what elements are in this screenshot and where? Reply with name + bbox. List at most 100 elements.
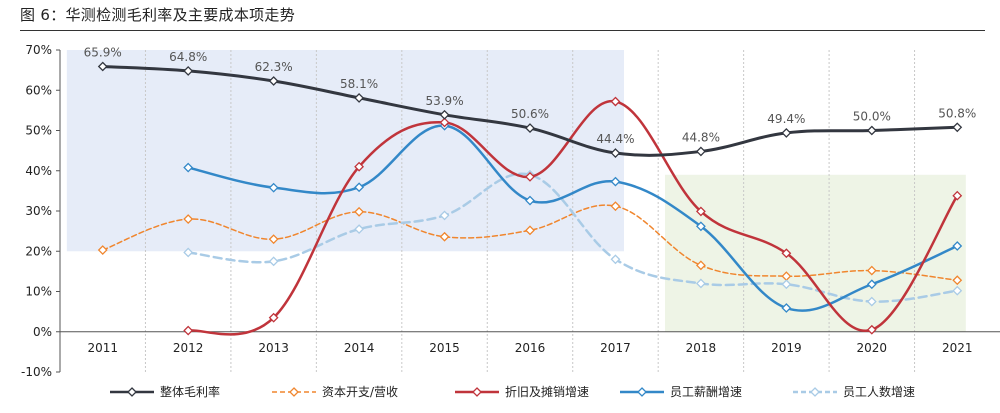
series-1-point (354, 92, 365, 103)
series-1-data-label: 64.8% (169, 50, 207, 64)
y-tick-label: 0% (33, 325, 52, 339)
series-5-point (781, 279, 792, 290)
series-2-point (610, 201, 621, 212)
series-3-point (439, 117, 450, 128)
series-3-point (610, 96, 621, 107)
shaded-region-1 (66, 50, 624, 252)
series-5-point (866, 296, 877, 307)
legend-marker (810, 387, 820, 397)
series-2-point (439, 231, 450, 242)
x-tick-label: 2021 (942, 341, 973, 355)
x-tick-label: 2013 (258, 341, 289, 355)
x-tick-label: 2020 (857, 341, 888, 355)
series-1-point (268, 76, 279, 86)
series-2-line (101, 204, 959, 281)
series-1-point (610, 148, 621, 158)
series-4-point (268, 182, 279, 193)
x-tick-label: 2014 (344, 341, 375, 355)
y-tick-label: 40% (25, 164, 52, 178)
legend-marker (289, 387, 299, 397)
series-5-point (354, 224, 365, 235)
legend-marker (637, 387, 647, 397)
legend-label: 员工薪酬增速 (670, 385, 742, 399)
x-tick-label: 2018 (686, 341, 717, 355)
series-4-point (525, 195, 535, 206)
legend-label: 资本开支/营收 (322, 385, 398, 399)
series-5-point (952, 285, 963, 296)
y-tick-label: 20% (25, 244, 52, 258)
series-2-point (97, 245, 108, 255)
series-1-point (439, 109, 450, 120)
series-1-point (525, 123, 535, 134)
series-3-line (186, 100, 959, 336)
figure-title: 图 6：华测检测毛利率及主要成本项走势 (20, 6, 296, 24)
series-3-point (866, 324, 877, 335)
series-3-point (183, 325, 194, 336)
x-tick-label: 2016 (515, 341, 546, 355)
legend-label: 折旧及摊销增速 (505, 384, 589, 399)
series-4-line (186, 124, 959, 312)
x-tick-label: 2011 (87, 341, 118, 355)
series-3-point (525, 171, 535, 182)
series-1-data-label: 50.8% (938, 106, 976, 120)
series-1-data-label: 49.4% (767, 112, 805, 126)
series-4-point (183, 162, 194, 173)
series-5-point (268, 256, 279, 267)
shaded-region-2 (665, 174, 966, 332)
series-1-point (695, 146, 706, 157)
series-1-data-label: 53.9% (425, 94, 463, 108)
series-4-point (695, 221, 706, 232)
series-3-point (354, 161, 365, 172)
series-3-point (268, 312, 279, 323)
x-tick-label: 2015 (429, 341, 460, 355)
series-1-data-label: 44.4% (596, 132, 634, 146)
series-1-data-label: 65.9% (84, 46, 122, 60)
x-tick-label: 2017 (600, 341, 631, 355)
series-1-point (781, 127, 792, 138)
y-tick-label: 60% (25, 83, 52, 97)
legend-label: 整体毛利率 (160, 384, 220, 399)
series-4-point (781, 303, 792, 313)
title-rule (20, 30, 985, 31)
legend-marker (127, 387, 137, 397)
legend-marker (472, 387, 482, 397)
series-2-point (695, 260, 706, 271)
series-4-point (952, 241, 963, 251)
series-5-point (183, 247, 194, 258)
series-3-point (781, 248, 792, 259)
y-tick-label: 50% (25, 124, 52, 138)
y-tick-label: -10% (21, 365, 52, 379)
series-2-point (354, 206, 365, 217)
series-1-point (183, 66, 194, 76)
series-4-point (610, 176, 621, 187)
series-1-data-label: 50.0% (853, 110, 891, 124)
series-4-point (866, 279, 877, 290)
series-1-data-label: 44.8% (682, 130, 720, 144)
series-2-point (268, 234, 279, 245)
series-1-data-label: 58.1% (340, 77, 378, 91)
series-1-data-label: 50.6% (511, 107, 549, 121)
series-2-point (525, 225, 535, 236)
series-1-point (866, 125, 877, 136)
series-5-point (610, 254, 621, 265)
series-3-point (695, 206, 706, 217)
series-4-point (354, 182, 365, 193)
series-2-point (866, 265, 877, 276)
series-2-point (952, 275, 963, 286)
series-2-point (183, 214, 194, 224)
x-tick-label: 2019 (771, 341, 802, 355)
series-1-data-label: 62.3% (255, 60, 293, 74)
y-tick-label: 70% (25, 43, 52, 57)
y-tick-label: 30% (25, 204, 52, 218)
series-5-point (439, 210, 450, 221)
series-3-point (952, 190, 963, 201)
series-5-point (695, 278, 706, 289)
x-tick-label: 2012 (173, 341, 204, 355)
legend-label: 员工人数增速 (843, 384, 915, 399)
series-5-line (186, 172, 959, 303)
y-tick-label: 10% (25, 285, 52, 299)
series-1-point (97, 61, 108, 72)
series-1-point (952, 122, 963, 133)
